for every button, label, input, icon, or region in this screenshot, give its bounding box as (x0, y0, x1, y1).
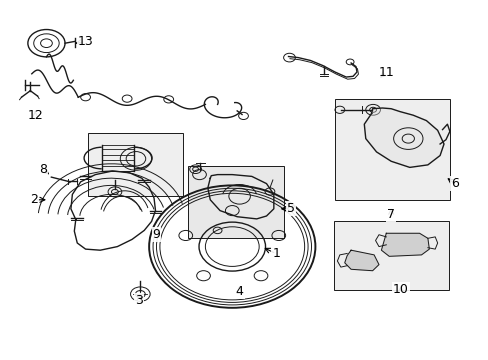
Text: 3: 3 (135, 294, 143, 307)
Text: 6: 6 (450, 177, 458, 190)
Bar (188, 166, 283, 238)
Text: 13: 13 (78, 35, 93, 48)
Polygon shape (364, 108, 443, 167)
Text: 4: 4 (235, 285, 243, 298)
Text: 12: 12 (27, 109, 43, 122)
Text: 5: 5 (286, 202, 294, 215)
Text: 9: 9 (152, 228, 160, 240)
Text: 8: 8 (39, 163, 47, 176)
Text: 1: 1 (272, 247, 280, 260)
Text: 2: 2 (30, 193, 38, 206)
Bar (334, 99, 449, 200)
Polygon shape (381, 233, 428, 256)
Text: 11: 11 (378, 66, 393, 78)
Text: 10: 10 (392, 283, 408, 296)
Bar (333, 221, 448, 290)
Polygon shape (344, 250, 378, 271)
Text: 7: 7 (386, 208, 394, 221)
Bar (88, 133, 183, 196)
